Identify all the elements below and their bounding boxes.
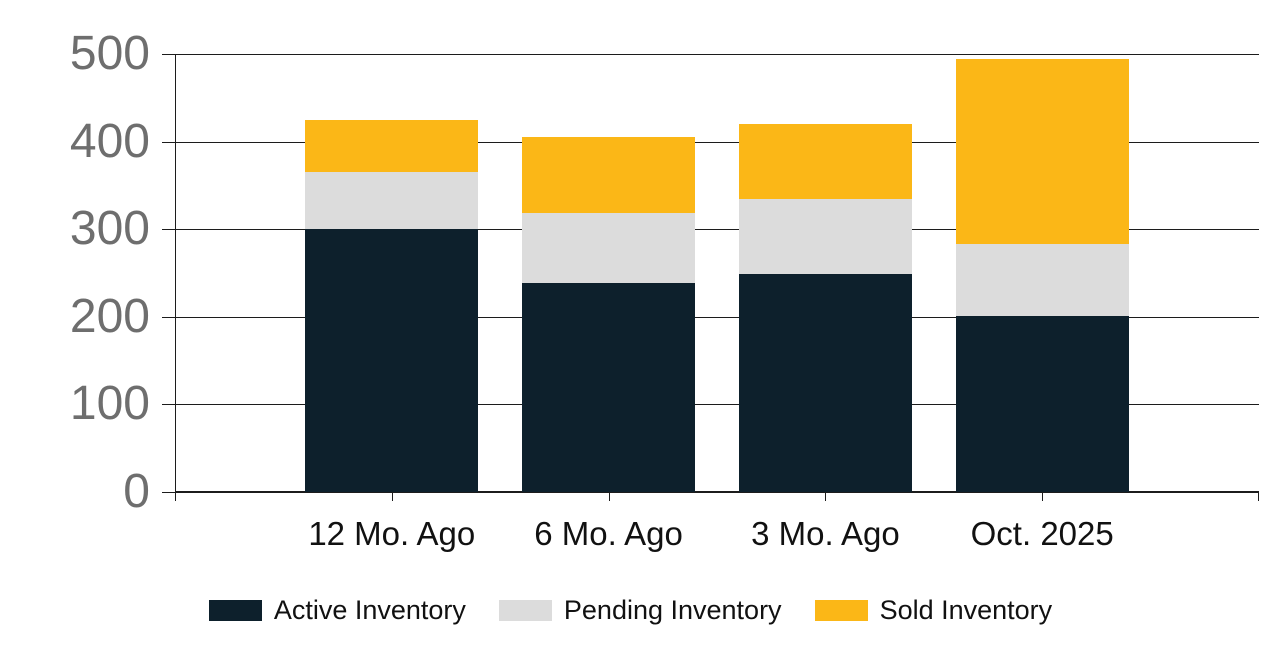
bar-segment-pending-inventory [955, 244, 1129, 316]
bar-12-mo-ago [305, 119, 479, 492]
y-axis-label-0: 0 [123, 465, 150, 518]
x-axis-label-6-mo-ago: 6 Mo. Ago [534, 515, 683, 552]
bar-segment-pending-inventory [738, 199, 912, 274]
x-axis-label-12-mo-ago: 12 Mo. Ago [308, 515, 476, 552]
y-axis-tick-400 [162, 141, 175, 143]
gridline-300 [175, 229, 1259, 231]
y-axis-tick-300 [162, 229, 175, 231]
bar-segment-pending-inventory [305, 172, 479, 230]
x-axis-label-oct-2025: Oct. 2025 [970, 515, 1114, 552]
bar-segment-active-inventory [738, 273, 912, 492]
bar-segment-sold-inventory [305, 119, 479, 173]
y-axis-tick-100 [162, 404, 175, 406]
bar-segment-sold-inventory [738, 124, 912, 200]
x-axis-tick [391, 492, 393, 501]
gridline-200 [175, 316, 1259, 318]
x-axis-tick [1042, 492, 1044, 501]
bar-segment-active-inventory [955, 315, 1129, 492]
y-axis-tick-200 [162, 316, 175, 318]
legend-item-active-inventory: Active Inventory [208, 595, 466, 625]
legend-swatch-icon [814, 600, 868, 621]
legend-swatch-icon [498, 600, 552, 621]
legend: Active Inventory Pending Inventory Sold In… [0, 597, 1261, 624]
x-axis-edge-tick [1258, 492, 1259, 501]
gridline-100 [175, 404, 1259, 406]
y-axis-line [175, 54, 176, 500]
gridline-400 [175, 141, 1259, 143]
y-axis-label-300: 300 [69, 202, 150, 256]
y-axis-label-400: 400 [69, 114, 150, 168]
y-axis-tick-500 [162, 54, 175, 55]
legend-label: Active Inventory [273, 595, 466, 625]
plot-area: 0 100 200 300 400 500 12 Mo. Ago 6 Mo. Ago 3 Mo… [70, 30, 1259, 552]
bar-6-mo-ago [522, 137, 696, 492]
x-axis-label-3-mo-ago: 3 Mo. Ago [751, 515, 900, 552]
x-axis-tick [608, 492, 610, 501]
legend-label: Pending Inventory [563, 595, 782, 625]
legend-swatch-icon [208, 600, 262, 621]
x-axis-tick [825, 492, 827, 501]
y-axis-tick-0 [162, 492, 175, 493]
y-axis-label-200: 200 [69, 289, 150, 343]
gridline-0 [175, 491, 1259, 493]
legend-item-pending-inventory: Pending Inventory [498, 595, 782, 625]
bar-segment-sold-inventory [955, 59, 1129, 245]
y-axis-label-500: 500 [69, 27, 150, 80]
bar-segment-pending-inventory [522, 212, 696, 283]
bar-3-mo-ago [738, 124, 912, 492]
bar-oct-2025 [955, 59, 1129, 492]
bar-segment-active-inventory [522, 282, 696, 492]
bar-segment-sold-inventory [522, 137, 696, 213]
x-axis-edge-tick [175, 492, 176, 501]
legend-item-sold-inventory: Sold Inventory [814, 595, 1053, 625]
legend-label: Sold Inventory [879, 595, 1053, 625]
bar-segment-active-inventory [305, 229, 479, 492]
gridline-500 [175, 54, 1259, 55]
y-axis-label-100: 100 [69, 377, 150, 431]
